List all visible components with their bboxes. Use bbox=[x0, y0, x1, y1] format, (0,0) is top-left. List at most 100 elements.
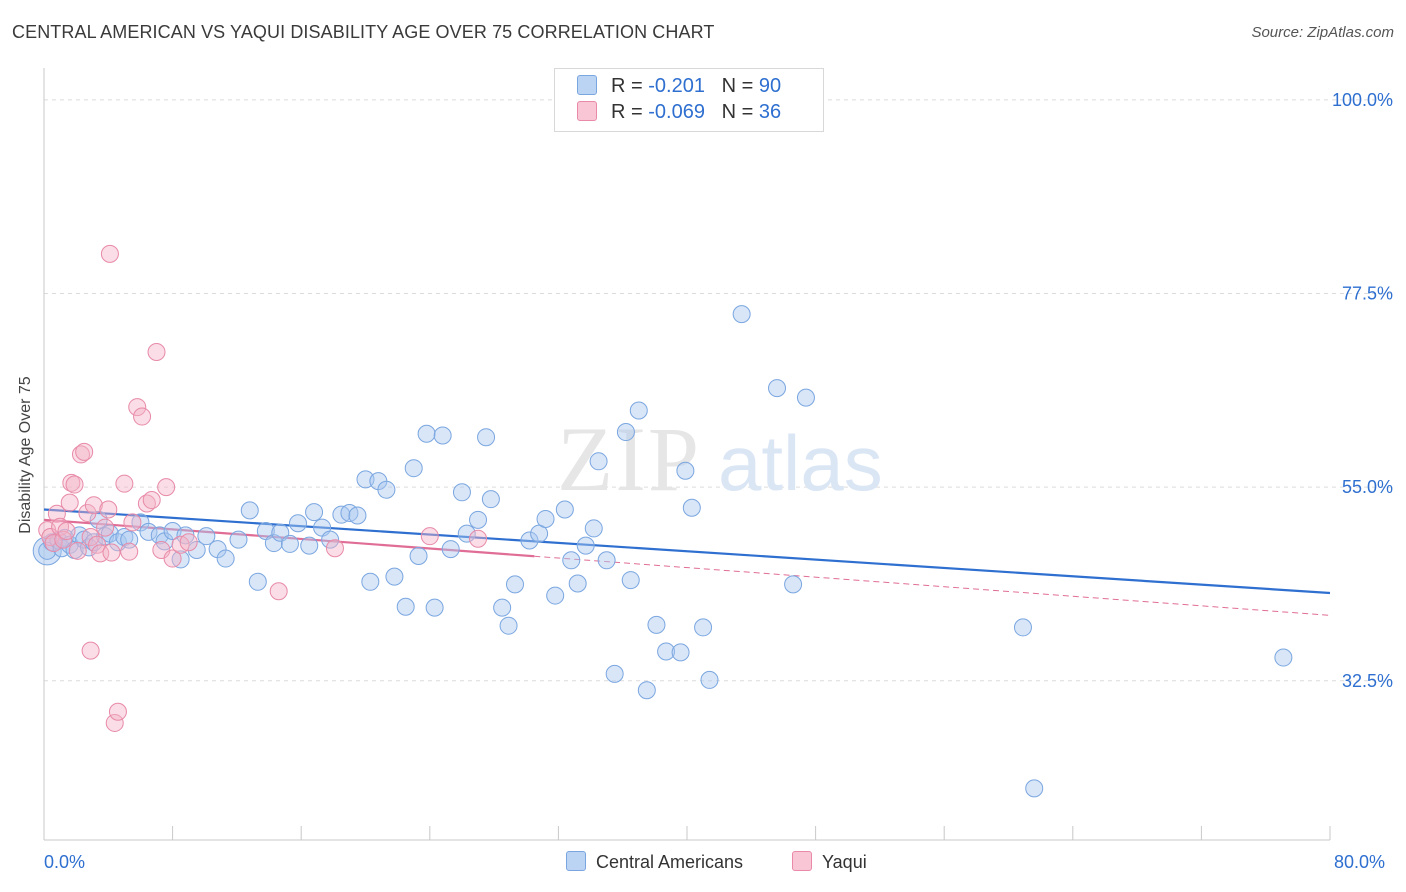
data-point-central-americans bbox=[1025, 779, 1044, 798]
data-point-central-americans bbox=[385, 567, 404, 586]
legend-label: Central Americans bbox=[596, 852, 744, 872]
data-point-central-americans bbox=[546, 586, 565, 605]
trend-line-central-americans bbox=[43, 508, 1331, 595]
data-point-central-americans bbox=[629, 401, 648, 420]
data-point-yaqui bbox=[469, 529, 488, 548]
data-point-central-americans bbox=[637, 681, 656, 700]
pink-swatch-icon bbox=[577, 101, 597, 121]
data-point-central-americans bbox=[732, 305, 751, 324]
data-point-yaqui bbox=[78, 503, 97, 522]
data-point-yaqui bbox=[81, 641, 100, 660]
data-point-yaqui bbox=[163, 549, 182, 568]
r-label: R = bbox=[611, 101, 643, 123]
trend-line-yaqui bbox=[43, 518, 535, 558]
data-point-yaqui bbox=[137, 494, 156, 513]
data-point-yaqui bbox=[108, 702, 127, 721]
r-value: -0.201 bbox=[648, 75, 705, 97]
data-point-central-americans bbox=[417, 424, 436, 443]
y-tick-label: 55.0% bbox=[1342, 477, 1393, 497]
n-label: N = bbox=[721, 75, 754, 97]
data-point-central-americans bbox=[300, 536, 319, 555]
data-point-yaqui bbox=[128, 398, 147, 417]
data-point-central-americans bbox=[768, 379, 787, 398]
n-label: N = bbox=[721, 101, 754, 123]
data-point-yaqui bbox=[65, 475, 84, 494]
data-point-central-americans bbox=[657, 642, 676, 661]
data-point-central-americans bbox=[377, 480, 396, 499]
data-point-yaqui bbox=[115, 474, 134, 493]
series-central-americans bbox=[32, 305, 1293, 798]
n-value: 90 bbox=[758, 75, 782, 97]
data-point-central-americans bbox=[700, 670, 719, 689]
data-point-central-americans bbox=[457, 524, 476, 543]
data-point-yaqui bbox=[75, 442, 94, 461]
data-point-yaqui bbox=[100, 244, 119, 263]
data-point-central-americans bbox=[682, 498, 701, 517]
data-point-central-americans bbox=[694, 618, 713, 637]
data-point-yaqui bbox=[84, 496, 103, 515]
blue-swatch-icon bbox=[566, 851, 586, 871]
data-point-central-americans bbox=[605, 664, 624, 683]
data-point-yaqui bbox=[105, 713, 124, 732]
data-point-central-americans bbox=[568, 574, 587, 593]
data-point-yaqui bbox=[147, 342, 166, 361]
data-point-central-americans bbox=[216, 549, 235, 568]
series-legend: Central Americans Yaqui bbox=[0, 851, 1406, 877]
data-point-yaqui bbox=[269, 582, 288, 601]
data-point-yaqui bbox=[142, 491, 161, 510]
data-point-central-americans bbox=[676, 461, 695, 480]
data-point-yaqui bbox=[99, 500, 118, 519]
data-point-central-americans bbox=[139, 522, 158, 541]
source-label: Source: ZipAtlas.com bbox=[1251, 24, 1394, 41]
x-tick-label-max: 80.0% bbox=[1334, 852, 1386, 872]
data-point-central-americans bbox=[197, 527, 216, 546]
data-point-yaqui bbox=[57, 522, 76, 541]
blue-swatch-icon bbox=[577, 75, 597, 95]
data-point-central-americans bbox=[404, 459, 423, 478]
watermark-zip: ZIP bbox=[557, 408, 701, 510]
data-point-central-americans bbox=[38, 541, 57, 560]
x-tick-label-min: 0.0% bbox=[44, 852, 86, 872]
data-point-central-americans bbox=[493, 598, 512, 617]
data-point-yaqui bbox=[179, 533, 198, 552]
data-point-central-americans bbox=[597, 551, 616, 570]
data-point-central-americans bbox=[536, 509, 555, 528]
data-point-central-americans bbox=[1013, 618, 1032, 637]
data-point-central-americans bbox=[452, 483, 471, 502]
data-point-central-americans bbox=[396, 597, 415, 616]
data-point-central-americans bbox=[248, 572, 267, 591]
data-point-yaqui bbox=[102, 543, 121, 562]
data-point-yaqui bbox=[133, 407, 152, 426]
data-point-yaqui bbox=[157, 478, 176, 497]
data-point-central-americans bbox=[321, 530, 340, 549]
stats-row-central-americans: R = -0.201 N = 90 bbox=[577, 75, 781, 99]
y-tick-label: 77.5% bbox=[1342, 283, 1393, 303]
data-point-yaqui bbox=[81, 528, 100, 547]
trend-lines bbox=[43, 508, 1331, 616]
data-point-central-americans bbox=[115, 528, 134, 547]
data-point-yaqui bbox=[325, 539, 344, 558]
pink-swatch-icon bbox=[792, 851, 812, 871]
data-point-yaqui bbox=[68, 541, 87, 560]
axes bbox=[43, 68, 1331, 841]
data-point-central-americans bbox=[621, 571, 640, 590]
legend-item-yaqui[interactable]: Yaqui bbox=[792, 851, 867, 873]
data-point-central-americans bbox=[576, 536, 595, 555]
data-point-yaqui bbox=[62, 473, 81, 492]
data-point-central-americans bbox=[1274, 648, 1293, 667]
legend-label: Yaqui bbox=[822, 852, 867, 872]
watermark-atlas: atlas bbox=[718, 419, 883, 507]
data-point-central-americans bbox=[784, 575, 803, 594]
data-point-yaqui bbox=[420, 527, 439, 546]
data-point-central-americans bbox=[477, 428, 496, 447]
data-point-central-americans bbox=[288, 514, 307, 533]
legend-item-central-americans[interactable]: Central Americans bbox=[566, 851, 743, 873]
data-point-central-americans bbox=[616, 423, 635, 442]
data-point-central-americans bbox=[305, 503, 324, 522]
data-point-central-americans bbox=[425, 598, 444, 617]
data-point-central-americans bbox=[229, 530, 248, 549]
data-point-central-americans bbox=[520, 531, 539, 550]
chart-title: CENTRAL AMERICAN VS YAQUI DISABILITY AGE… bbox=[12, 22, 715, 42]
r-value: -0.069 bbox=[648, 101, 705, 123]
